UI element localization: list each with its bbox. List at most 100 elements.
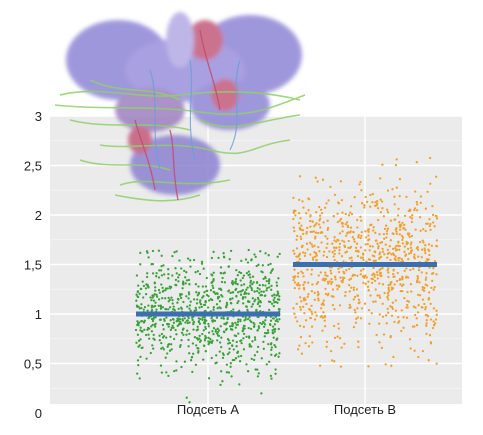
data-point xyxy=(253,253,256,256)
data-point xyxy=(170,348,173,351)
data-point xyxy=(301,229,305,232)
data-point xyxy=(260,322,264,326)
data-point xyxy=(424,276,428,279)
data-point xyxy=(197,317,200,320)
data-point xyxy=(167,268,170,271)
data-point xyxy=(189,259,192,262)
data-point xyxy=(242,328,245,332)
data-point xyxy=(242,302,245,305)
data-point xyxy=(201,296,204,299)
data-point xyxy=(361,256,364,259)
data-point xyxy=(153,304,157,308)
data-point xyxy=(425,319,428,322)
data-point xyxy=(390,305,394,309)
data-point xyxy=(298,284,301,287)
data-point xyxy=(255,289,259,293)
data-point xyxy=(431,204,434,208)
data-point xyxy=(239,354,243,358)
data-point xyxy=(183,317,186,320)
data-point xyxy=(298,287,301,290)
data-point xyxy=(313,318,317,321)
data-point xyxy=(374,288,377,291)
data-point xyxy=(179,343,182,347)
data-point xyxy=(144,287,148,290)
data-point xyxy=(172,308,176,311)
data-point xyxy=(297,272,300,275)
data-point xyxy=(219,307,222,310)
data-point xyxy=(170,296,173,299)
data-point xyxy=(416,276,420,280)
data-point xyxy=(150,306,153,309)
data-point xyxy=(171,302,174,305)
data-point xyxy=(263,294,266,298)
y-tick-label: 0 xyxy=(35,406,42,421)
data-point xyxy=(172,318,175,321)
data-point xyxy=(323,279,326,282)
data-point xyxy=(206,289,209,293)
data-point xyxy=(274,345,277,349)
data-point xyxy=(344,212,347,216)
data-point xyxy=(417,304,420,307)
data-point xyxy=(234,282,238,285)
data-point xyxy=(352,286,356,289)
data-point xyxy=(184,276,187,279)
data-point xyxy=(337,270,341,274)
data-point xyxy=(189,265,192,268)
data-point xyxy=(403,245,406,248)
data-point xyxy=(304,341,307,345)
data-point xyxy=(218,350,221,353)
data-point xyxy=(407,252,411,255)
data-point xyxy=(267,280,271,283)
data-point xyxy=(429,318,433,321)
data-point xyxy=(251,303,255,306)
data-point xyxy=(203,320,206,323)
data-point xyxy=(298,198,301,202)
data-point xyxy=(400,224,403,227)
data-point xyxy=(223,271,226,274)
data-point xyxy=(321,329,324,332)
data-point xyxy=(395,232,399,235)
data-point xyxy=(422,241,425,244)
data-point xyxy=(187,291,191,294)
data-point xyxy=(170,343,173,346)
data-point xyxy=(362,268,365,271)
data-point xyxy=(214,328,218,332)
data-point xyxy=(309,253,312,256)
data-point xyxy=(220,280,224,284)
data-point xyxy=(211,330,214,333)
data-point xyxy=(317,299,320,302)
data-point xyxy=(292,307,295,310)
data-point xyxy=(275,284,279,287)
data-point xyxy=(216,297,220,300)
data-point xyxy=(364,230,367,233)
data-point xyxy=(360,230,363,234)
data-point xyxy=(260,357,263,360)
data-point xyxy=(147,333,150,336)
data-point xyxy=(257,263,260,266)
data-point xyxy=(397,207,400,211)
data-point xyxy=(245,335,248,338)
data-point xyxy=(310,243,313,246)
data-point xyxy=(167,300,170,303)
data-point xyxy=(137,339,141,342)
data-point xyxy=(300,237,303,241)
data-point xyxy=(378,322,381,325)
data-point xyxy=(187,293,191,296)
data-point xyxy=(143,305,147,309)
data-point xyxy=(325,255,329,259)
data-point xyxy=(221,380,224,383)
data-point xyxy=(337,327,340,330)
data-point xyxy=(362,281,365,285)
data-point xyxy=(323,206,327,209)
data-point xyxy=(374,231,377,234)
data-point xyxy=(334,275,337,278)
data-point xyxy=(395,158,398,161)
data-point xyxy=(207,377,211,380)
data-point xyxy=(399,289,402,293)
data-point xyxy=(393,195,396,198)
data-point xyxy=(277,308,281,311)
data-point xyxy=(229,365,232,368)
data-point xyxy=(314,235,317,238)
data-point xyxy=(430,244,434,247)
data-point xyxy=(297,221,301,225)
